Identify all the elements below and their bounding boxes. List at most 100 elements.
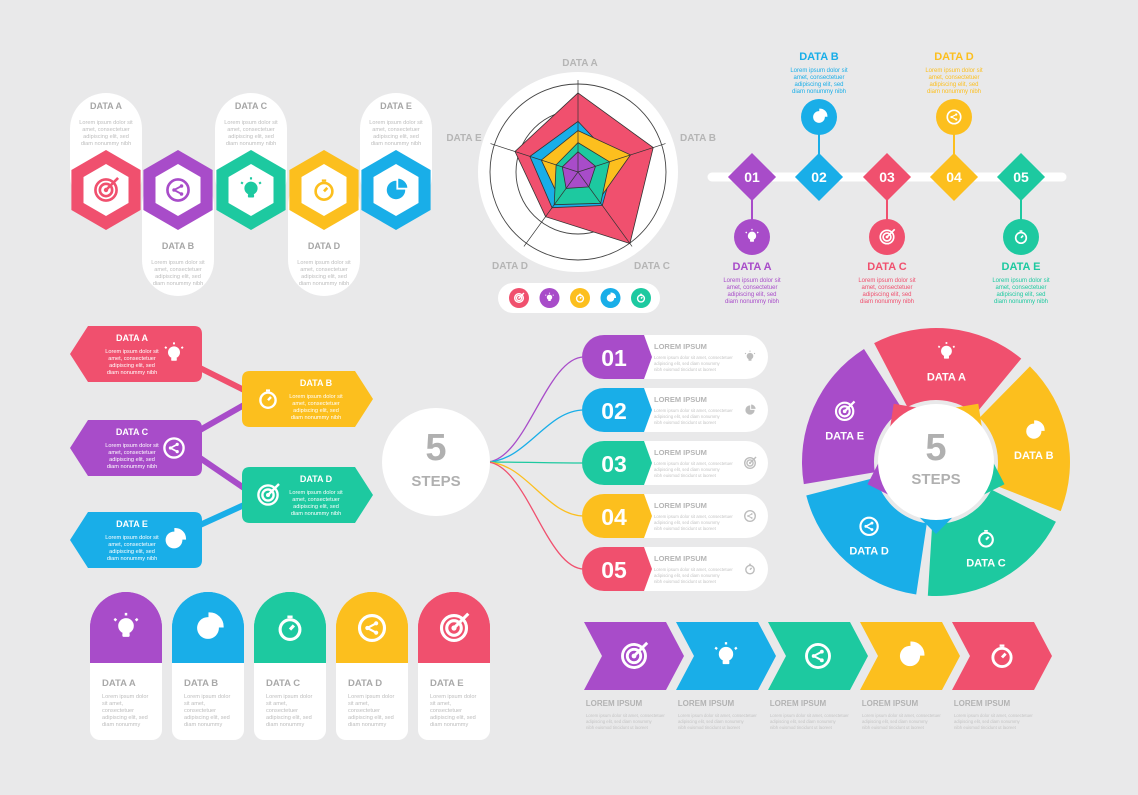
lorem-text: amet, consectetuer [372,127,420,133]
hexagon-label: DATA C [235,101,268,111]
lorem-text: Lorem ipsum dolor sit [105,349,159,355]
lorem-text: amet, consectetuer [108,450,156,456]
ring-center-number: 5 [925,427,946,469]
timeline-label: DATA C [867,261,907,273]
share-lines [366,622,377,634]
lorem-text: amet, consectetuer [227,127,275,133]
timeline-number: 04 [946,169,962,185]
lorem-text: sit amet, [266,701,288,707]
target-arrow [452,612,470,630]
lorem-text: consectetuer [102,708,134,714]
lorem-text: nibh euismod tincidunt ut laoreet [586,725,649,730]
step-number-fill [620,494,644,538]
lorem-text: Lorem ipsum dolor sit [224,120,278,126]
timeline-label: DATA B [799,51,839,63]
lorem-text: adipiscing elit, sed [727,292,776,298]
flow-connector [198,365,246,393]
lorem-text: sit amet, [430,701,452,707]
stopwatch-icon [636,293,646,303]
step-number: 02 [601,398,627,424]
lorem-text: Lorem ipsum dolor sit amet, consectetuer [654,408,733,413]
target-icon [879,228,896,245]
target-arrow [632,641,649,658]
lorem-text: adipiscing elit, sed [109,549,155,555]
bulb-glass [244,181,258,195]
arrow-title: LOREM IPSUM [586,699,643,708]
bulb-glass [941,345,952,357]
steps-ring: DATA A DATA B DATA C DATA D DATA E 5 STEPS [802,327,1070,596]
card-cap [336,592,408,663]
pie-slice [750,403,757,410]
lorem-text: adipiscing elit, sed [83,134,129,140]
watch-crown [579,293,581,295]
stopwatch-icon [745,563,755,575]
arrow-item: LOREM IPSUM Lorem ipsum dolor sit amet, c… [952,622,1052,730]
target-arrow [843,400,856,413]
bulb-rays [714,642,738,650]
step-title: LOREM IPSUM [654,342,707,351]
lorem-text: Lorem ipsum dolor sit [925,68,983,74]
step-arrow-tip [644,547,652,591]
step-connector [485,461,585,570]
share-lines [173,185,182,195]
lorem-text: adipiscing elit, sed [102,715,148,721]
lorem-text: Lorem ipsum dolor sit amet, consectetuer [654,461,733,466]
hexagon-label: DATA B [162,241,195,251]
lightbulb-icon [937,342,956,359]
timeline-number: 02 [811,169,827,185]
watch-face [978,531,994,548]
flow-label: DATA E [116,519,148,529]
lorem-text: adipiscing elit, sed [929,82,978,88]
share-ring [744,510,756,522]
card-label: DATA E [430,678,464,689]
step-arrow-tip [644,388,652,432]
flow-tag-shape [242,467,373,523]
timeline-label: DATA D [934,51,974,63]
lorem-text: Lorem ipsum dolor sit [289,490,343,496]
share-lines [951,113,957,121]
lorem-text: diam nonummy [430,722,468,728]
ring-segment-label: DATA C [966,558,1006,570]
target-arrow [105,176,120,191]
watch-hand [267,396,272,402]
watch-hand [323,186,329,193]
hexagon-label: DATA A [90,101,122,111]
share-lines [170,443,178,453]
lorem-text: adipiscing elit, sed diam nonummy [862,719,929,724]
step-title: LOREM IPSUM [654,554,707,563]
lorem-text: nibh euismod tincidunt ut laoreet [954,725,1017,730]
watch-hand [1020,235,1024,239]
lorem-text: diam nonummy nibh [994,299,1048,305]
step-connector [485,461,585,517]
bulb-glass [546,294,553,300]
lorem-text: nibh euismod tincidunt ut laoreet [678,725,741,730]
lorem-text: amet, consectetuer [108,542,156,548]
bulb-rays [545,292,554,296]
lorem-text: Lorem ipsum dolor sit [151,260,205,266]
share-ring [946,109,962,125]
lightbulb-icon [545,292,554,302]
lorem-text: nibh euismod tincidunt ut laoreet [654,473,717,478]
steps-center-circle [382,408,490,516]
stopwatch-icon [1014,230,1028,245]
share-ring [859,516,879,537]
lorem-text: sit amet, [102,701,124,707]
lorem-text: Lorem ipsum dolor sit [105,443,159,449]
step-number-fill [620,335,644,379]
lorem-text: adipiscing elit, sed [348,715,394,721]
step-title: LOREM IPSUM [654,448,707,457]
lorem-text: amet, consectetuer [108,356,156,362]
lorem-text: Lorem ipsum dolor [348,694,394,700]
